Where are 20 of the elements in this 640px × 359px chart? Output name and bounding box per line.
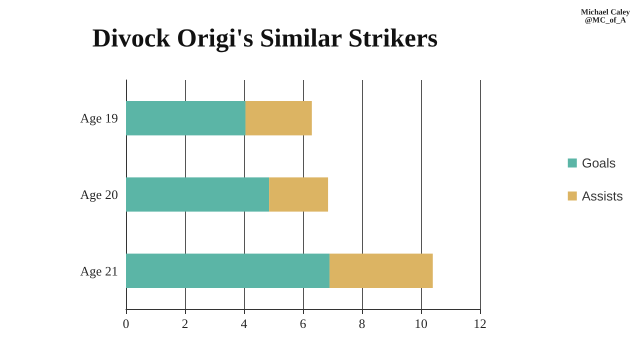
x-tick-label: 12: [474, 316, 486, 331]
chart-title: Divock Origi's Similar Strikers: [92, 24, 438, 52]
legend-label: Assists: [582, 188, 624, 204]
bar: [126, 100, 246, 136]
bar: [126, 254, 330, 288]
x-tick-label: 6: [300, 316, 307, 331]
y-tick-label: Age 19: [80, 110, 118, 126]
x-tick-label: 8: [358, 316, 366, 331]
x-tick-label: 4: [240, 316, 248, 331]
bar: [269, 177, 328, 212]
x-tick-label: 0: [122, 316, 130, 331]
x-tick-label: 2: [182, 316, 188, 331]
bar: [330, 254, 433, 288]
bar: [126, 177, 270, 212]
y-tick-label: Age 20: [80, 187, 118, 202]
bar: [245, 100, 312, 136]
y-tick-label: Age 21: [80, 263, 118, 278]
x-tick-label: 10: [414, 316, 428, 331]
text: Michael Caley @MC_of_A: [580, 8, 630, 24]
legend-label: Goals: [582, 156, 616, 170]
